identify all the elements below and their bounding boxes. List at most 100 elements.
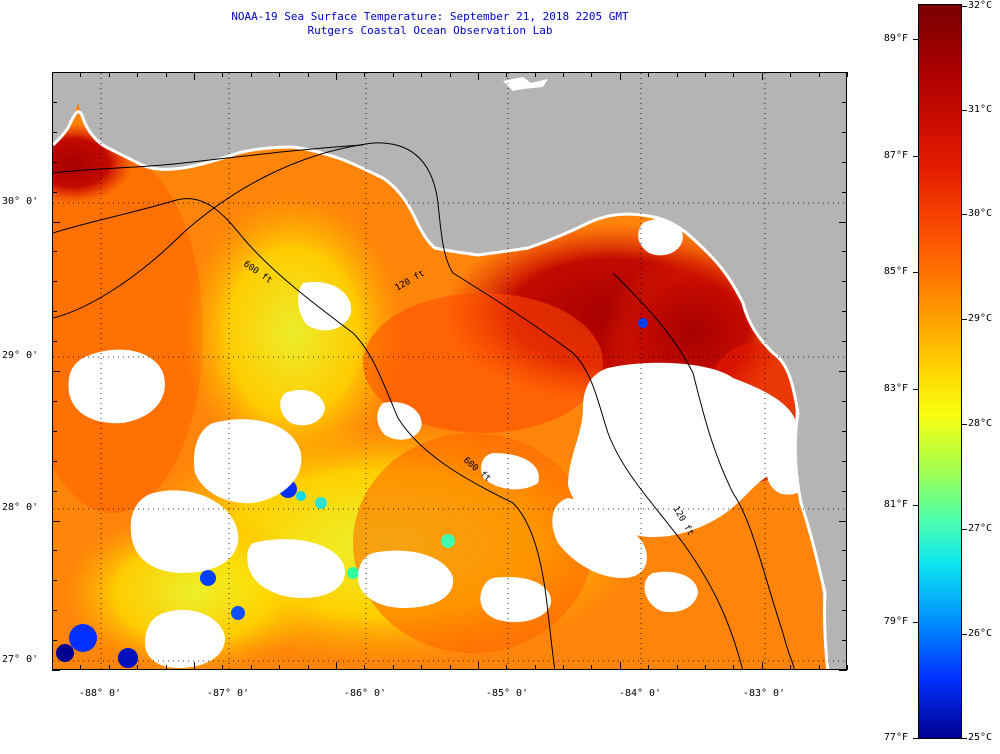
frame-tick (842, 341, 847, 343)
frame-tick (52, 580, 57, 582)
frame-tick (279, 665, 281, 670)
latitude-label: 30° 0' (2, 196, 39, 207)
contour-600ft (53, 198, 556, 669)
colorbar-tick (913, 272, 918, 273)
frame-tick (591, 665, 593, 670)
frame-tick (842, 610, 847, 612)
longitude-label: -83° 0' (742, 688, 786, 699)
colorbar-tick (913, 505, 918, 506)
frame-tick (818, 72, 820, 77)
colorbar-tick (913, 622, 918, 623)
frame-tick (761, 72, 763, 80)
frame-tick (761, 662, 763, 670)
frame-tick (250, 72, 252, 77)
frame-tick (619, 72, 621, 80)
frame-tick (842, 640, 847, 642)
colorbar-celsius-label: 29°C (968, 313, 993, 324)
frame-tick (392, 665, 394, 670)
latitude-label: 27° 0' (2, 654, 39, 665)
colorbar-fahrenheit-label: 87°F (883, 150, 908, 161)
land-mass (53, 73, 846, 669)
frame-tick (52, 610, 57, 612)
frame-tick (222, 665, 224, 670)
colorbar-tick (962, 529, 967, 530)
colorbar-tick (962, 110, 967, 111)
frame-tick (52, 311, 57, 313)
colorbar-celsius-label: 31°C (968, 104, 993, 115)
frame-tick (842, 430, 847, 432)
colorbar-tick (962, 319, 967, 320)
frame-tick (250, 665, 252, 670)
frame-tick (52, 662, 53, 670)
frame-tick (839, 371, 847, 372)
frame-tick (52, 72, 53, 80)
frame-tick (137, 665, 139, 670)
frame-tick (193, 662, 195, 670)
frame-tick (839, 670, 847, 671)
frame-tick (421, 665, 423, 670)
map-title: NOAA-19 Sea Surface Temperature: Septemb… (0, 10, 860, 38)
frame-tick (222, 72, 224, 77)
colorbar-tick (962, 214, 967, 215)
frame-tick (842, 400, 847, 402)
colorbar-tick (962, 738, 967, 739)
frame-tick (842, 550, 847, 552)
frame-tick (648, 665, 650, 670)
colorbar-tick (913, 738, 918, 739)
longitude-label: -87° 0' (206, 688, 250, 699)
colorbar-tick (913, 39, 918, 40)
frame-tick (392, 72, 394, 77)
frame-tick (506, 72, 508, 77)
frame-tick (307, 665, 309, 670)
isobath-contours (53, 142, 795, 669)
colorbar-tick (962, 634, 967, 635)
title-line-2: Rutgers Coastal Ocean Observation Lab (307, 24, 553, 37)
frame-tick (52, 640, 57, 642)
frame-tick (52, 251, 57, 253)
frame-tick (839, 221, 847, 223)
sst-map[interactable]: 600 ft 120 ft 600 ft 120 ft (52, 72, 847, 670)
colorbar-tick (913, 389, 918, 390)
frame-tick (842, 580, 847, 582)
frame-tick (421, 72, 423, 77)
frame-tick (52, 670, 60, 671)
frame-tick (842, 311, 847, 313)
frame-tick (506, 665, 508, 670)
frame-tick (364, 72, 366, 77)
frame-tick (335, 662, 337, 670)
frame-tick (705, 665, 707, 670)
frame-tick (52, 341, 57, 343)
frame-tick (52, 161, 57, 163)
frame-tick (449, 72, 451, 77)
longitude-label: -88° 0' (78, 688, 122, 699)
frame-tick (52, 520, 60, 522)
frame-tick (619, 662, 621, 670)
frame-tick (842, 161, 847, 163)
longitude-label: -86° 0' (343, 688, 387, 699)
frame-tick (842, 460, 847, 462)
frame-tick (842, 281, 847, 283)
frame-tick (842, 191, 847, 193)
frame-tick (52, 460, 57, 462)
frame-tick (591, 72, 593, 77)
frame-tick (534, 72, 536, 77)
frame-tick (52, 131, 57, 133)
frame-tick (563, 72, 565, 77)
frame-tick (193, 72, 195, 80)
frame-tick (80, 665, 82, 670)
frame-tick (563, 665, 565, 670)
colorbar-fahrenheit-label: 81°F (883, 499, 908, 510)
frame-tick (477, 662, 479, 670)
frame-tick (842, 131, 847, 133)
colorbar-celsius-label: 28°C (968, 418, 993, 429)
frame-tick (818, 665, 820, 670)
frame-tick (52, 281, 57, 283)
frame-tick (790, 665, 792, 670)
title-line-1: NOAA-19 Sea Surface Temperature: Septemb… (231, 10, 629, 23)
frame-tick (842, 251, 847, 253)
frame-tick (676, 665, 678, 670)
latitude-label: 28° 0' (2, 502, 39, 513)
frame-tick (335, 72, 337, 80)
longitude-label: -85° 0' (485, 688, 529, 699)
frame-tick (52, 101, 57, 103)
